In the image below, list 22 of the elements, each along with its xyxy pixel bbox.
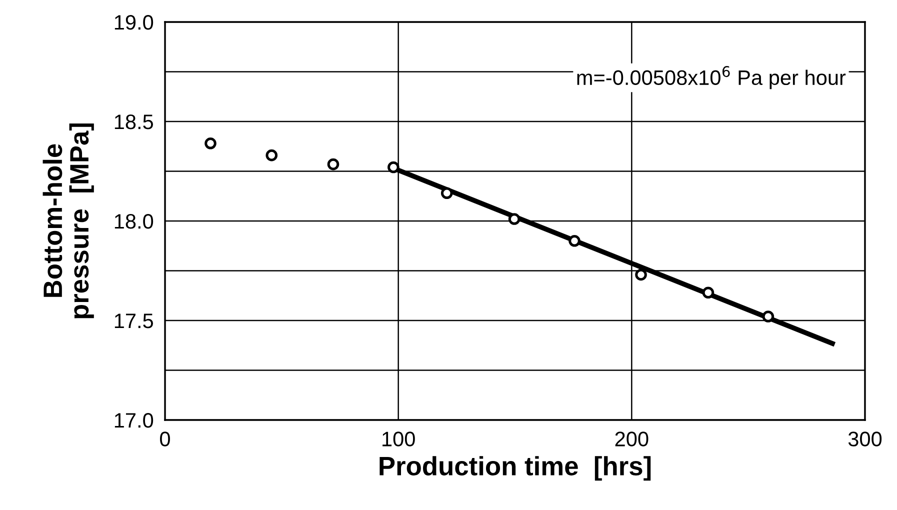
y-tick-label: 17.5 [114, 314, 154, 328]
y-tick-label: 17.0 [114, 413, 154, 428]
x-tick-label: 200 [615, 432, 648, 446]
point [762, 310, 774, 322]
y-axis-title: Bottom-hole pressure [MPa] [42, 123, 94, 318]
x-tick-label: 300 [848, 432, 882, 446]
x-axis-title: Production time [hrs] [380, 456, 651, 481]
point [266, 149, 278, 162]
y-tick-label: 18.5 [114, 114, 154, 130]
point [508, 213, 520, 225]
x-tick-label: 0 [160, 432, 170, 446]
point [635, 268, 647, 281]
point [388, 161, 400, 174]
x-tick-label: 100 [382, 432, 415, 446]
annotation: m=-0.00508x10$^{6}$ Pa per hour [577, 66, 846, 90]
point [440, 187, 453, 200]
y-tick-label: 18.0 [114, 214, 154, 229]
point [568, 234, 580, 247]
point [702, 286, 714, 299]
point [204, 137, 216, 150]
point [327, 158, 340, 170]
y-tick-label: 19.0 [114, 15, 154, 30]
